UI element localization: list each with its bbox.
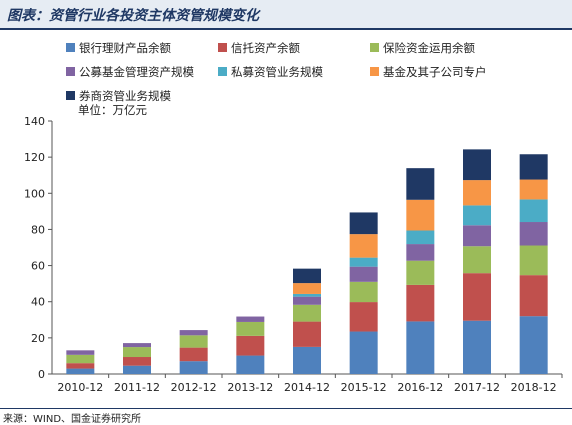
bar-segment (236, 355, 265, 374)
bar-segment (463, 246, 491, 274)
bar-segment (236, 316, 265, 322)
bar-segment (293, 268, 321, 284)
x-tick-label: 2014-12 (284, 381, 330, 394)
legend-label: 信托资产余额 (231, 41, 300, 55)
bar-segment (519, 222, 548, 246)
bar-segment (293, 304, 321, 322)
bar-segment (406, 260, 435, 285)
bar-segment (406, 284, 435, 322)
bar-segment (519, 154, 548, 180)
legend-label: 保险资金运用余额 (383, 41, 475, 55)
bar-segment (66, 354, 95, 364)
y-tick-label: 100 (24, 187, 45, 200)
bar-segment (463, 320, 491, 374)
bar-segment (463, 205, 491, 226)
y-tick-label: 20 (31, 332, 45, 345)
legend-label: 银行理财产品余额 (79, 41, 171, 55)
bar-segment (293, 296, 321, 305)
y-tick-label: 60 (31, 260, 45, 273)
bar-segment (293, 321, 321, 347)
bar-segment (179, 361, 208, 374)
bar-segment (123, 343, 151, 348)
legend-swatch (66, 91, 75, 100)
legend-swatch (370, 43, 379, 52)
unit-label: 单位：万亿元 (78, 103, 147, 117)
legend-swatch (218, 43, 227, 52)
legend-label: 券商资管业务规模 (79, 89, 171, 103)
bar-segment (406, 230, 435, 245)
x-tick-label: 2010-12 (57, 381, 103, 394)
legend-swatch (66, 43, 75, 52)
footer-bar (0, 408, 572, 423)
bar-segment (293, 293, 321, 297)
bar-segment (406, 199, 435, 231)
bar-segment (66, 350, 95, 355)
bar-segment (406, 321, 435, 374)
legend-swatch (218, 67, 227, 76)
bar-segment (463, 273, 491, 321)
x-tick-label: 2017-12 (454, 381, 500, 394)
bar-segment (463, 180, 491, 206)
bar-segment (349, 257, 378, 267)
bar-segment (349, 212, 378, 235)
legend-label: 基金及其子公司专户 (383, 65, 487, 79)
x-tick-label: 2013-12 (227, 381, 273, 394)
bar-segment (519, 179, 548, 200)
chart-title: 图表：资管行业各投资主体资管规模变化 (7, 8, 259, 24)
legend-label: 公募基金管理资产规模 (79, 65, 194, 79)
bar-segment (519, 245, 548, 276)
x-tick-label: 2016-12 (397, 381, 443, 394)
bar-segment (519, 199, 548, 223)
bar-segment (519, 275, 548, 317)
bar-segment (236, 321, 265, 336)
bar-segment (519, 316, 548, 374)
bar-segment (349, 331, 378, 374)
x-tick-label: 2011-12 (114, 381, 160, 394)
bar-segment (179, 347, 208, 362)
bar-segment (123, 365, 151, 374)
bar-segment (463, 225, 491, 247)
y-tick-label: 120 (24, 151, 45, 164)
x-tick-label: 2018-12 (511, 381, 557, 394)
bar-segment (293, 283, 321, 294)
source-note: 来源：WIND、国金证券研究所 (3, 414, 142, 425)
x-tick-label: 2015-12 (341, 381, 387, 394)
y-tick-label: 0 (38, 368, 45, 381)
bar-segment (349, 234, 378, 258)
bar-segment (179, 330, 208, 336)
y-tick-label: 140 (24, 115, 45, 128)
bar-segment (179, 335, 208, 348)
bar-segment (123, 357, 151, 366)
bar-segment (66, 368, 95, 374)
legend-swatch (370, 67, 379, 76)
bar-segment (349, 302, 378, 332)
bar-segment (406, 244, 435, 261)
bar-segment (293, 346, 321, 374)
bar-segment (463, 149, 491, 181)
legend-swatch (66, 67, 75, 76)
bar-segment (66, 363, 95, 369)
bar-segment (406, 168, 435, 200)
legend-label: 私募资管业务规模 (231, 65, 323, 79)
bar-segment (123, 347, 151, 358)
y-tick-label: 80 (31, 223, 45, 236)
bar-segment (349, 281, 378, 303)
x-tick-label: 2012-12 (171, 381, 217, 394)
bar-segment (349, 266, 378, 282)
bar-segment (236, 335, 265, 356)
y-tick-label: 40 (31, 296, 45, 309)
title-bar: 图表：资管行业各投资主体资管规模变化 (0, 0, 572, 30)
